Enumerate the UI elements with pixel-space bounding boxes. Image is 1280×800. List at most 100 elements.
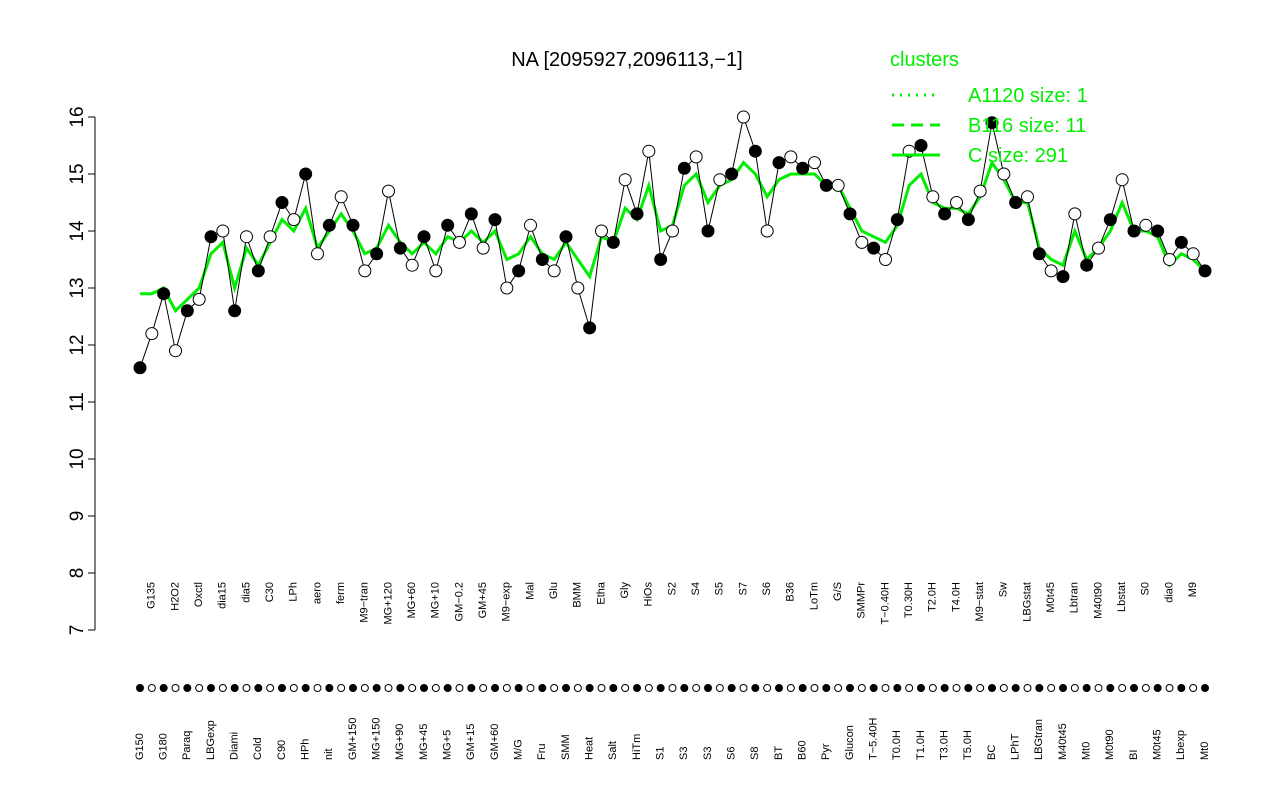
category-dot <box>751 684 760 692</box>
x-tick-label: M0t45 <box>1045 582 1057 613</box>
category-dot <box>1035 684 1044 692</box>
data-point <box>180 304 194 318</box>
x-tick-label: Etha <box>595 581 607 605</box>
data-point <box>488 213 502 227</box>
data-point <box>583 321 597 335</box>
x-tick-label: BT <box>773 746 785 760</box>
x-tick-label: BMM <box>572 582 584 608</box>
category-dot <box>893 684 902 692</box>
data-point <box>405 258 419 272</box>
x-tick-label: GM+15 <box>465 724 477 760</box>
x-tick-label: T3.0H <box>939 730 951 760</box>
x-tick-label: T−0.40H <box>879 582 891 625</box>
x-tick-label: S6 <box>726 747 738 760</box>
category-dot <box>550 684 559 692</box>
x-tick-label: S1 <box>655 747 667 760</box>
category-dot <box>349 684 357 692</box>
data-point <box>819 178 833 192</box>
category-dot <box>704 684 712 692</box>
category-dot <box>1082 684 1091 692</box>
y-tick-label: 12 <box>67 334 88 355</box>
data-point <box>275 196 289 209</box>
data-point <box>358 264 372 278</box>
category-dot <box>988 684 996 692</box>
x-tick-label: Salt <box>607 741 619 760</box>
data-point <box>831 178 845 192</box>
x-tick-label: Lbexp <box>1175 730 1187 760</box>
category-dot <box>479 684 488 692</box>
data-point <box>145 327 159 341</box>
data-point <box>417 230 431 244</box>
x-tick-label: LPhT <box>1010 733 1022 760</box>
category-dot <box>834 684 843 692</box>
legend-label: A1120 size: 1 <box>968 85 1088 107</box>
category-dot <box>183 684 192 692</box>
data-point <box>1151 224 1165 238</box>
x-tick-label: BI <box>1128 750 1140 760</box>
data-point <box>287 213 301 227</box>
category-dot <box>360 684 369 692</box>
data-point <box>547 264 561 278</box>
data-point <box>228 304 242 318</box>
category-dot <box>337 684 346 692</box>
category-dot <box>668 684 677 692</box>
data-point <box>879 253 892 266</box>
x-tick-label: C30 <box>264 582 276 602</box>
category-dot <box>727 684 736 692</box>
x-tick-label: M9−exp <box>501 582 513 621</box>
data-point <box>926 190 940 204</box>
category-dot <box>1118 684 1127 692</box>
data-point <box>1032 247 1046 261</box>
x-tick-label: GM+150 <box>347 718 359 761</box>
data-point <box>251 264 265 278</box>
chart-title: NA [2095927,2096113,−1] <box>511 49 743 71</box>
x-tick-label: dia5 <box>240 582 252 603</box>
x-tick-label: Sw <box>998 582 1010 597</box>
data-point <box>677 161 691 175</box>
data-point <box>1056 270 1070 284</box>
category-dot <box>644 684 653 692</box>
category-dot <box>786 684 795 692</box>
category-dot <box>207 684 215 692</box>
x-tick-label: M40t45 <box>1057 723 1069 760</box>
x-tick-label: M9 <box>1187 582 1199 597</box>
x-tick-label: G135 <box>146 582 158 609</box>
legend-label: B116 size: 11 <box>968 115 1086 137</box>
x-tick-label: Fru <box>536 744 548 761</box>
x-tick-label: T2.0H <box>927 582 939 612</box>
data-point <box>559 230 573 244</box>
x-tick-label: G150 <box>134 733 146 760</box>
data-point <box>441 218 455 232</box>
x-tick-label: G180 <box>158 733 170 760</box>
x-tick-label: H2O2 <box>169 582 181 611</box>
category-dot <box>514 684 523 692</box>
data-point <box>630 207 644 221</box>
data-point <box>524 218 537 232</box>
category-dot <box>976 684 985 692</box>
x-tick-label: C90 <box>276 740 288 760</box>
x-tick-label: M9−tran <box>359 582 371 623</box>
x-tick-label: Glu <box>548 582 560 599</box>
data-point <box>1009 196 1023 209</box>
category-dot <box>1094 684 1103 692</box>
x-tick-label: MG+90 <box>394 724 406 760</box>
data-point <box>606 235 620 249</box>
data-point <box>299 167 313 181</box>
legend-label: C size: 291 <box>968 145 1068 167</box>
x-tick-label: LoTm <box>808 582 820 610</box>
x-tick-label: T4.0H <box>950 582 962 612</box>
x-tick-label: S6 <box>761 582 773 595</box>
category-dot <box>266 684 275 692</box>
data-point <box>772 156 786 170</box>
y-tick-label: 7 <box>67 625 88 636</box>
x-tick-label: S7 <box>737 582 749 595</box>
y-tick-label: 11 <box>67 392 88 412</box>
data-point <box>216 224 230 238</box>
data-point <box>240 230 253 244</box>
x-tick-label: aero <box>311 582 323 604</box>
category-dot <box>928 684 937 692</box>
x-tick-label: Mal <box>524 582 536 600</box>
category-dot <box>538 684 547 692</box>
data-point <box>1186 247 1200 261</box>
category-dot <box>597 684 606 692</box>
